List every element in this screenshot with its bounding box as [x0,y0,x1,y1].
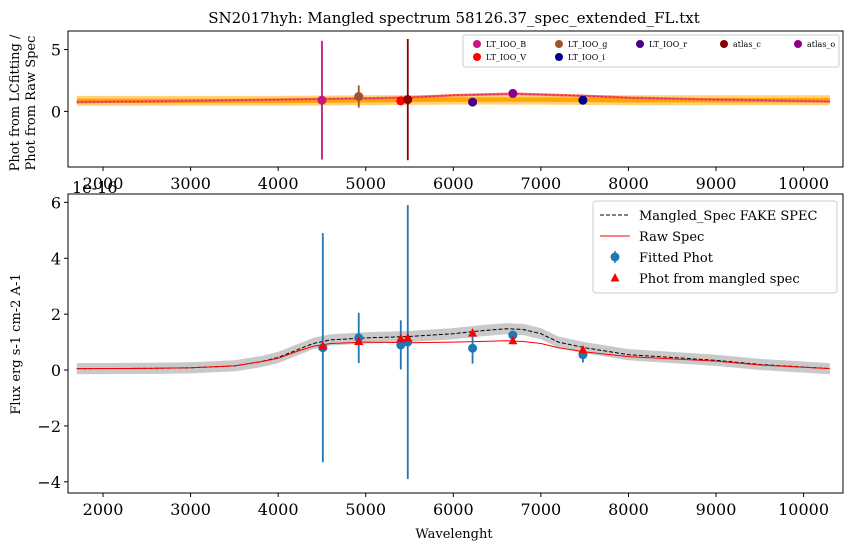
bottom-mangled-phot-point [578,344,588,354]
bottom-xtick-label: 9000 [696,500,737,519]
bottom-legend-label: Fitted Phot [639,251,714,266]
top-y-axis-label-line2: Phot from Raw Spec [24,36,39,171]
top-xtick-label: 2000 [83,174,124,193]
top-chart-title: SN2017hyh: Mangled spectrum 58126.37_spe… [208,9,700,27]
top-point-LT_IOO_i [578,95,588,105]
top-xtick-label: 8000 [608,174,649,193]
legend-fitted-swatch [610,252,620,262]
legend-mangled-phot-swatch [610,273,620,282]
bottom-raw-line [76,340,830,370]
top-point-LT_IOO_V [396,96,406,106]
bottom-xtick-label: 4000 [258,500,299,519]
top-xtick-label: 9000 [696,174,737,193]
top-point-atlas_o [508,88,518,98]
top-point-LT_IOO_B [317,95,327,105]
bottom-mangled-phot-point [403,332,413,342]
bottom-xtick-label: 10000 [778,500,829,519]
bottom-xtick-label: 5000 [345,500,386,519]
top-point-LT_IOO_r [468,97,478,107]
top-xtick-label: 6000 [433,174,474,193]
top-legend-label: LT_IOO_B [486,40,526,49]
top-legend-label: LT_IOO_g [568,40,607,49]
top-legend-marker-LT_IOO_g [555,40,563,48]
bottom-xtick-label: 3000 [170,500,211,519]
bottom-ytick-label: −4 [37,473,61,492]
bottom-legend-box [592,200,838,294]
bottom-mangled-phot-point [318,341,328,350]
bottom-ytick-label: 0 [51,361,61,380]
bottom-xtick-label: 2000 [83,500,124,519]
top-point-LT_IOO_g [354,92,364,102]
top-legend-marker-atlas_o [794,40,802,48]
top-x-offset-text: 1e-16 [72,178,117,197]
top-legend-marker-LT_IOO_V [473,53,481,61]
top-legend-label: LT_IOO_i [568,53,605,62]
top-ytick-label: 0 [51,102,61,121]
top-xtick-label: 3000 [170,174,211,193]
bottom-xtick-label: 6000 [433,500,474,519]
top-xtick-label: 4000 [258,174,299,193]
top-legend-marker-atlas_c [720,40,728,48]
bottom-axes-frame [67,193,844,494]
top-point-atlas_c [403,95,413,105]
top-legend-label: LT_IOO_V [486,53,526,62]
top-ratio-curve [76,92,830,104]
top-legend-marker-LT_IOO_i [555,53,563,61]
top-y-axis-label-line1: Phot from LCfitting / [8,34,23,171]
bottom-mangled-band [76,323,830,375]
bottom-mangled-phot-point [508,335,518,345]
bottom-xtick-label: 7000 [521,500,562,519]
bottom-x-axis-label: Wavelenght [415,527,493,542]
bottom-ytick-label: −2 [37,417,61,436]
bottom-y-axis-label: Flux erg s-1 cm-2 A-1 [9,273,24,414]
bottom-mangled-phot-point [396,333,406,343]
bottom-fitted-point [396,340,406,350]
bottom-ytick-label: 6 [51,193,61,212]
top-legend-label: LT_IOO_r [649,40,687,49]
top-xtick-label: 10000 [778,174,829,193]
bottom-legend-label: Raw Spec [639,230,704,245]
top-xtick-label: 7000 [521,174,562,193]
bottom-mangled-phot-point [354,336,364,346]
bottom-legend-label: Mangled_Spec FAKE SPEC [639,209,818,224]
bottom-xtick-label: 8000 [608,500,649,519]
top-legend-label: atlas_c [733,40,761,49]
bottom-ytick-label: 4 [51,249,61,268]
top-legend-marker-LT_IOO_r [636,40,644,48]
top-xtick-label: 5000 [345,174,386,193]
bottom-fitted-point [468,343,478,353]
top-legend-marker-LT_IOO_B [473,40,481,48]
bottom-fitted-point [508,330,518,340]
top-legend-label: atlas_o [807,40,835,49]
top-ytick-label: 5 [51,41,61,60]
bottom-mangled-phot-point [468,328,478,337]
top-axes-frame [67,30,844,168]
bottom-ytick-label: 2 [51,305,61,324]
bottom-legend-label: Phot from mangled spec [639,272,800,287]
